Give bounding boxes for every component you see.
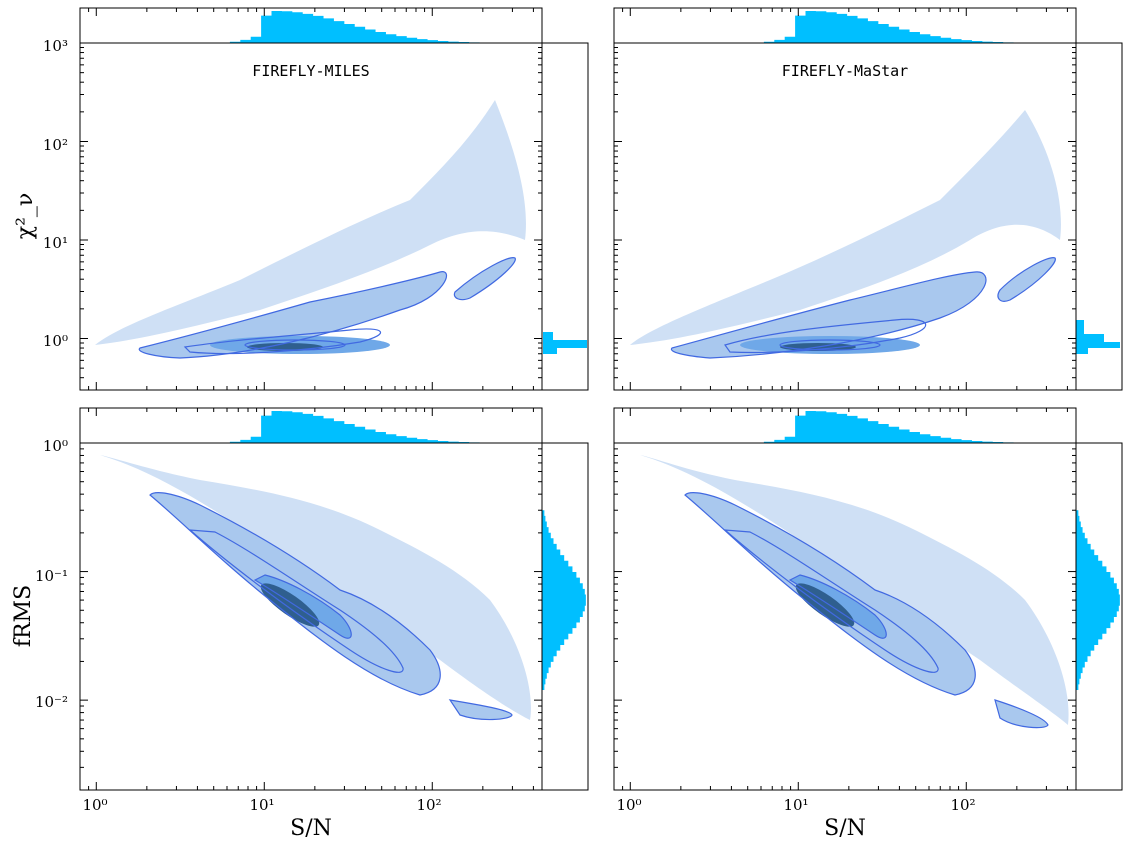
hist-y-frame-bl [541,442,589,791]
ylabel-tl: χ²_ν [13,193,38,240]
hist-y-br [1076,510,1120,690]
ticks-tl [79,8,542,391]
xtick-label-bl-0: 10⁰ [82,796,107,814]
ytick-label-bl-1: 10⁻¹ [35,567,68,585]
ytick-label-tl-0: 10⁰ [43,332,68,350]
ytick-label-tl-3: 10³ [43,37,68,55]
scatter-cloud-tl [95,100,526,345]
scatter-cloud-br [640,455,1069,725]
xtick-label-bl-1: 10¹ [249,796,274,814]
xtick-label-bl-2: 10² [416,796,441,814]
hist-y-tr [1076,320,1120,354]
hist-y-tl [543,332,587,354]
ytick-label-tl-2: 10² [43,136,68,154]
hist-x-tr [659,11,1076,43]
hist-x-frame-tr [613,7,1077,44]
hist-x-frame-bl [79,407,543,444]
hist-y-bl [542,510,586,690]
hist-x-br [659,411,1076,443]
contours-tl [138,257,516,359]
hist-x-tl [125,11,542,43]
panel-top-right: FIREFLY-MaStar [613,7,1123,391]
panel-title-tr: FIREFLY-MaStar [782,62,908,80]
hist-y-frame-br [1075,442,1123,791]
xlabel-bl: S/N [290,816,332,841]
ytick-label-bl-0: 10⁻² [35,693,68,711]
panel-top-left: FIREFLY-MILES 10³ 10² 10¹ 10⁰ χ²_ν [13,7,589,391]
panel-bottom-left: 10⁰ 10⁻¹ 10⁻² 10⁰ 10¹ 10² S/N fRMS [11,407,589,841]
hist-x-bl [125,411,542,443]
density-region-br [685,492,1048,728]
scatter-cloud-tr [630,110,1061,345]
hist-y-frame-tl [541,42,589,391]
hist-x-frame-tl [79,7,543,44]
hist-x-frame-br [613,407,1077,444]
xtick-label-br-0: 10⁰ [616,796,641,814]
xlabel-br: S/N [824,816,866,841]
density-region-tr [671,257,1056,358]
xtick-label-br-1: 10¹ [783,796,808,814]
contours-tr [670,257,1056,359]
contours-br [684,492,1049,729]
ylabel-bl: fRMS [11,585,36,647]
panel-bottom-right: 10⁰ 10¹ 10² S/N [613,407,1123,841]
panel-title-tl: FIREFLY-MILES [252,62,369,80]
hist-y-frame-tr [1075,42,1123,391]
density-region-bl [150,492,512,720]
contours-bl [149,492,513,721]
xtick-label-br-2: 10² [950,796,975,814]
ticks-br [613,408,1076,791]
ytick-label-bl-2: 10⁰ [43,437,68,455]
ytick-label-tl-1: 10¹ [43,234,68,252]
ticks-bl [79,408,542,791]
ticks-tr [613,8,1076,391]
scatter-cloud-bl [100,455,531,720]
